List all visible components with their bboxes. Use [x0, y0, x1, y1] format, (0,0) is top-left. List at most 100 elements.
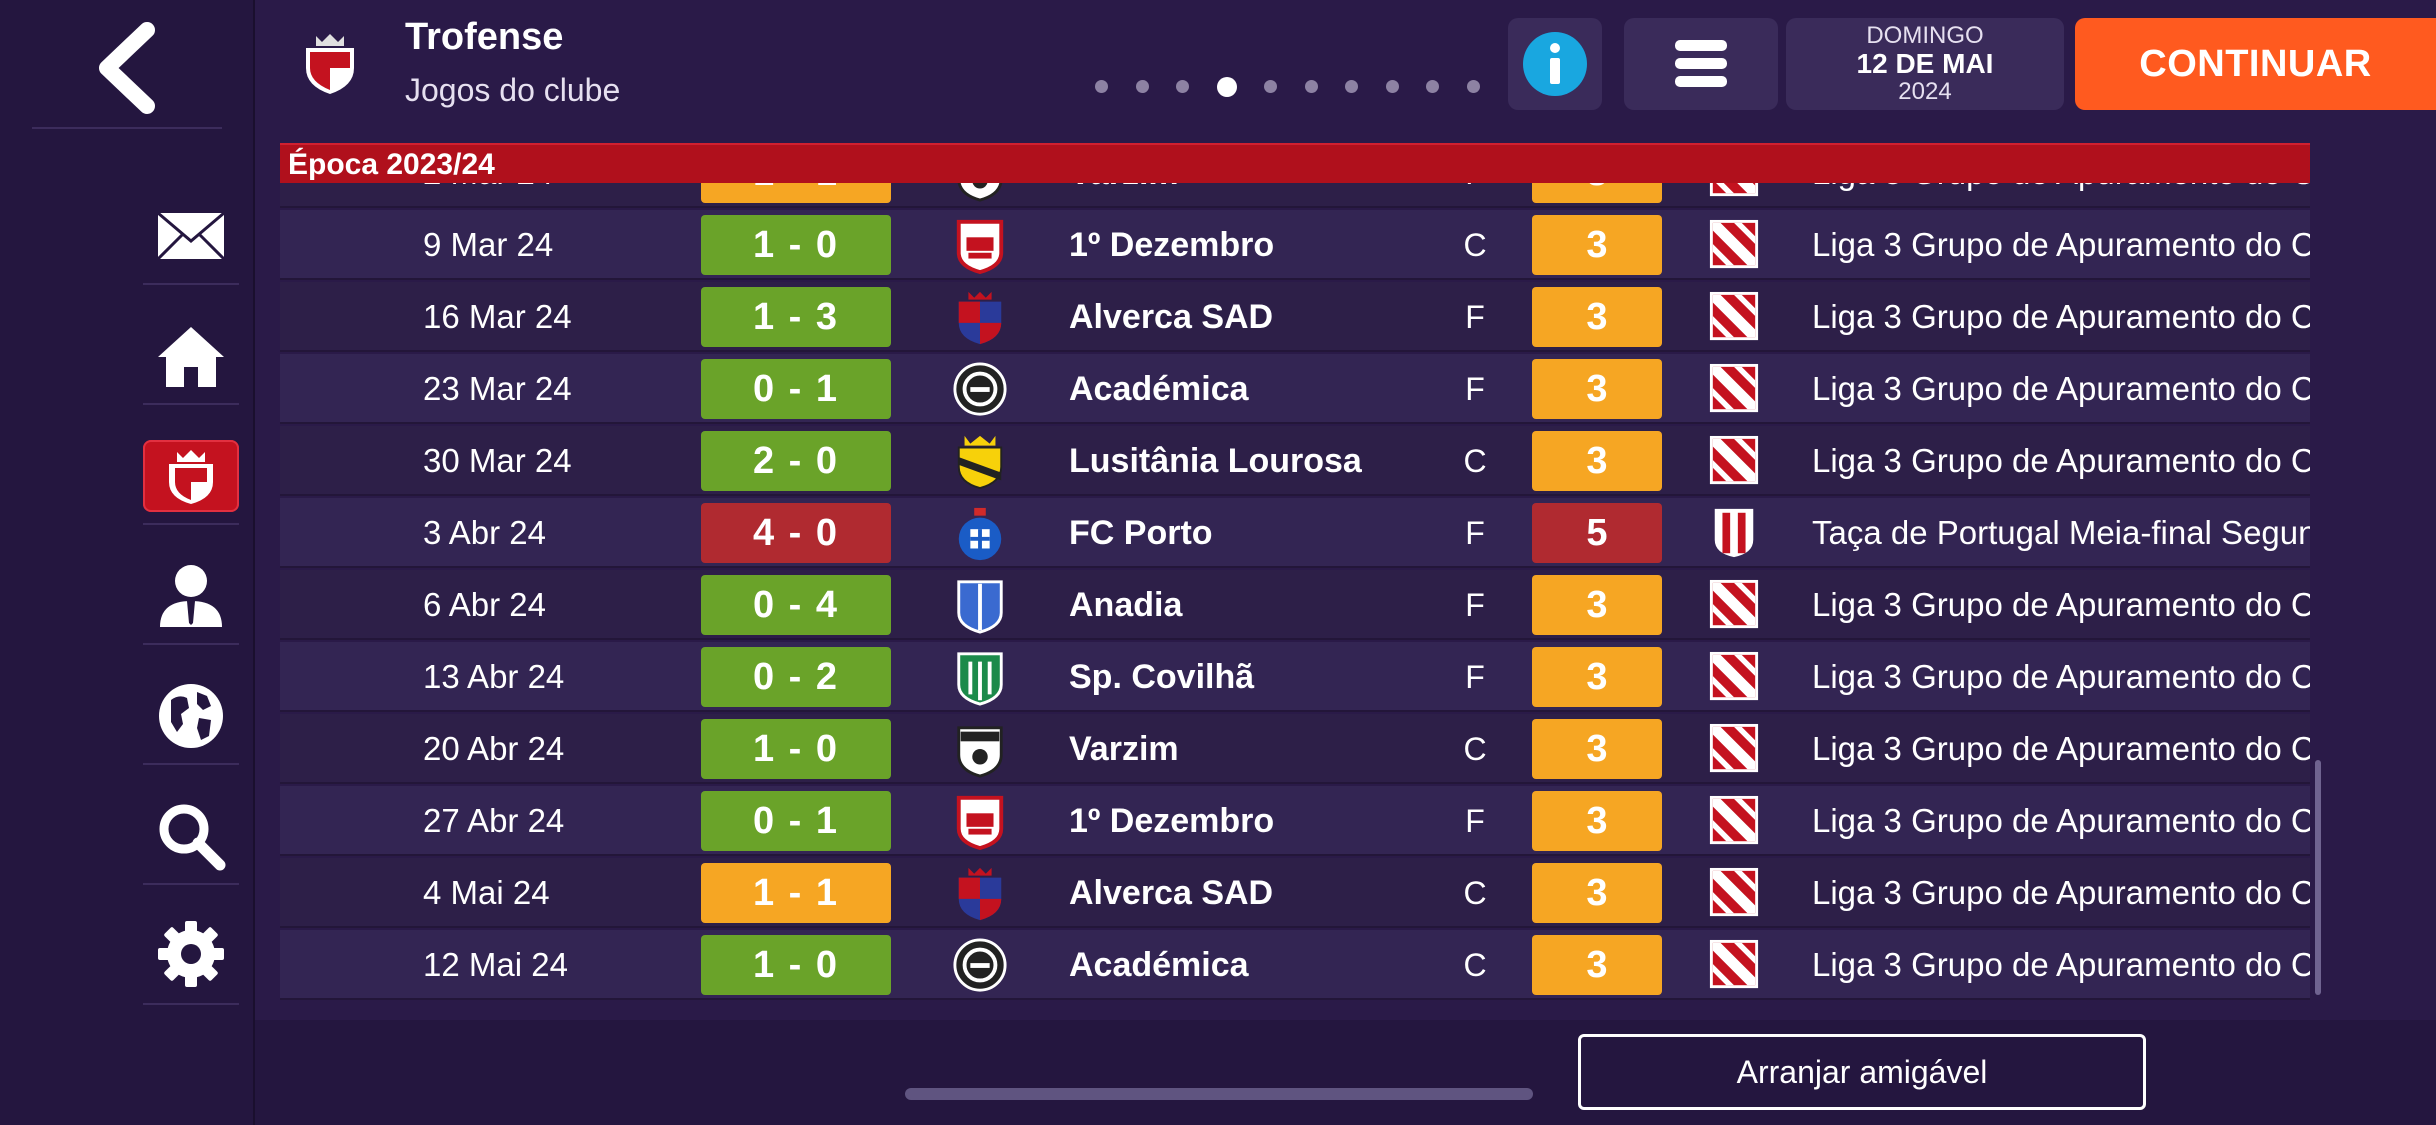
table-row[interactable]: 20 Abr 24 1 - 0 Varzim C 3 Liga 3 Grupo de Ap…	[280, 714, 2310, 784]
divider	[143, 283, 239, 285]
page-dot[interactable]	[1426, 80, 1439, 93]
competition-name: Liga 3 Grupo de Apuramento do C..	[1812, 802, 2310, 839]
opponent-name: Anadia	[1069, 586, 1183, 624]
competition-name: Liga 3 Grupo de Apuramento do C..	[1812, 586, 2310, 623]
taca-icon	[1714, 508, 1754, 558]
competition-name: Liga 3 Grupo de Apuramento do C..	[1812, 370, 2310, 407]
points-badge: 3	[1532, 359, 1662, 419]
page-dot[interactable]	[1176, 80, 1189, 93]
table-row[interactable]: 16 Mar 24 1 - 3 Alverca SAD F 3 Liga 3 Grupo …	[280, 282, 2310, 352]
competition-name: Liga 3 Grupo de Apuramento do C..	[1812, 442, 2310, 479]
page-dot[interactable]	[1304, 80, 1318, 93]
venue: C	[1463, 947, 1487, 983]
match-score: 1 - 0	[701, 935, 891, 995]
season-header: Época 2023/24	[280, 143, 2310, 183]
covilha-crest-icon	[957, 652, 1003, 706]
match-date: 13 Abr 24	[423, 658, 565, 695]
points-badge: 3	[1532, 935, 1662, 995]
table-row[interactable]: 27 Abr 24 0 - 1 1º Dezembro F 3 Liga 3 Grupo …	[280, 786, 2310, 856]
competition-name: Liga 3 Grupo de Apuramento do C..	[1812, 226, 2310, 263]
fixtures-table[interactable]: 2 Mar 24 1 - 1 Varzim F 3 Liga 3 Grupo de Apu…	[280, 183, 2310, 1010]
venue: F	[1465, 587, 1485, 623]
table-row[interactable]: 3 Abr 24 4 - 0 FC Porto F 5 Taça de Portugal …	[280, 498, 2310, 568]
competition-name: Liga 3 Grupo de Apuramento do C..	[1812, 730, 2310, 767]
match-score: 1 - 3	[701, 287, 891, 347]
back-button[interactable]	[85, 20, 175, 116]
sidebar-item-club[interactable]	[143, 440, 239, 512]
match-score: 0 - 2	[701, 647, 891, 707]
points-badge: 3	[1532, 791, 1662, 851]
divider	[32, 127, 222, 129]
anadia-crest-icon	[957, 580, 1003, 634]
arrange-friendly-button[interactable]: Arranjar amigável	[1578, 1034, 2146, 1110]
sidebar-item-search[interactable]	[143, 800, 239, 872]
page-dot[interactable]	[1216, 76, 1237, 97]
alverca-crest-icon	[958, 291, 1002, 345]
venue: F	[1465, 299, 1485, 335]
alverca-crest-icon	[958, 867, 1002, 921]
varzim-crest-icon	[957, 726, 1003, 778]
liga3-icon	[1709, 867, 1759, 917]
table-row[interactable]: 13 Abr 24 0 - 2 Sp. Covilhã F 3 Liga 3 Grupo …	[280, 642, 2310, 712]
scrollbar[interactable]	[2315, 760, 2321, 995]
chevron-left-icon	[99, 22, 155, 114]
points-badge: 3	[1532, 431, 1662, 491]
table-row[interactable]: 6 Abr 24 0 - 4 Anadia F 3 Liga 3 Grupo de Apu…	[280, 570, 2310, 640]
hamburger-icon	[1675, 40, 1727, 87]
table-row[interactable]: 9 Mar 24 1 - 0 1º Dezembro C 3 Liga 3 Grupo d…	[280, 210, 2310, 280]
continue-button[interactable]: CONTINUAR	[2075, 18, 2436, 110]
academica-crest-icon	[953, 938, 1007, 992]
table-row[interactable]: 12 Mai 24 1 - 0 Académica C 3 Liga 3 Grupo de…	[280, 930, 2310, 1000]
points-badge: 3	[1532, 183, 1662, 203]
page-dot[interactable]	[1135, 80, 1149, 93]
page-dot[interactable]	[1385, 80, 1399, 93]
match-date: 2 Mar 24	[423, 183, 553, 208]
table-row[interactable]: 23 Mar 24 0 - 1 Académica F 3 Liga 3 Grupo de…	[280, 354, 2310, 424]
sidebar-item-manager[interactable]	[143, 560, 239, 632]
match-score: 0 - 4	[701, 575, 891, 635]
home-indicator	[905, 1088, 1533, 1100]
page-dot[interactable]	[1466, 80, 1480, 93]
venue: F	[1465, 515, 1485, 551]
points-badge: 3	[1532, 287, 1662, 347]
match-score: 1 - 0	[701, 215, 891, 275]
venue: C	[1463, 227, 1487, 263]
manager-icon	[160, 565, 222, 627]
info-button[interactable]	[1508, 18, 1602, 110]
competition-name: Liga 3 Grupo de Apuramento do C..	[1812, 946, 2310, 983]
club-icon	[169, 450, 213, 504]
divider	[143, 883, 239, 885]
venue: C	[1463, 731, 1487, 767]
match-date: 27 Abr 24	[423, 802, 565, 839]
page-title: Jogos do clube	[405, 72, 621, 108]
match-date: 23 Mar 24	[423, 370, 572, 407]
points-badge: 3	[1532, 215, 1662, 275]
liga3-icon	[1709, 939, 1759, 989]
sidebar-item-world[interactable]	[143, 680, 239, 752]
dezembro-crest-icon	[956, 795, 1004, 850]
home-icon	[158, 327, 224, 387]
page-dot[interactable]	[1264, 80, 1277, 93]
venue: C	[1463, 875, 1487, 911]
divider	[143, 523, 239, 525]
points-badge: 3	[1532, 863, 1662, 923]
table-row[interactable]: 4 Mai 24 1 - 1 Alverca SAD C 3 Liga 3 Grupo d…	[280, 858, 2310, 928]
page-dot[interactable]	[1095, 80, 1108, 93]
match-date: 9 Mar 24	[423, 226, 554, 263]
sidebar-item-home[interactable]	[143, 320, 239, 392]
varzim-crest-icon	[957, 183, 1003, 202]
table-row[interactable]: 30 Mar 24 2 - 0 Lusitânia Lourosa C 3 Liga 3 …	[280, 426, 2310, 496]
divider	[143, 643, 239, 645]
menu-button[interactable]	[1624, 18, 1778, 110]
liga3-icon	[1709, 651, 1759, 701]
match-score: 1 - 1	[701, 183, 891, 203]
table-row[interactable]: 2 Mar 24 1 - 1 Varzim F 3 Liga 3 Grupo de Apu…	[280, 183, 2310, 208]
liga3-icon	[1709, 579, 1759, 629]
sidebar-item-mail[interactable]	[143, 200, 239, 272]
sidebar-item-settings[interactable]	[143, 918, 239, 990]
page-dot[interactable]	[1345, 80, 1358, 93]
date-year: 2024	[1898, 78, 1952, 105]
opponent-name: Alverca SAD	[1069, 298, 1274, 336]
search-icon	[159, 804, 226, 871]
match-date: 4 Mai 24	[423, 874, 550, 911]
